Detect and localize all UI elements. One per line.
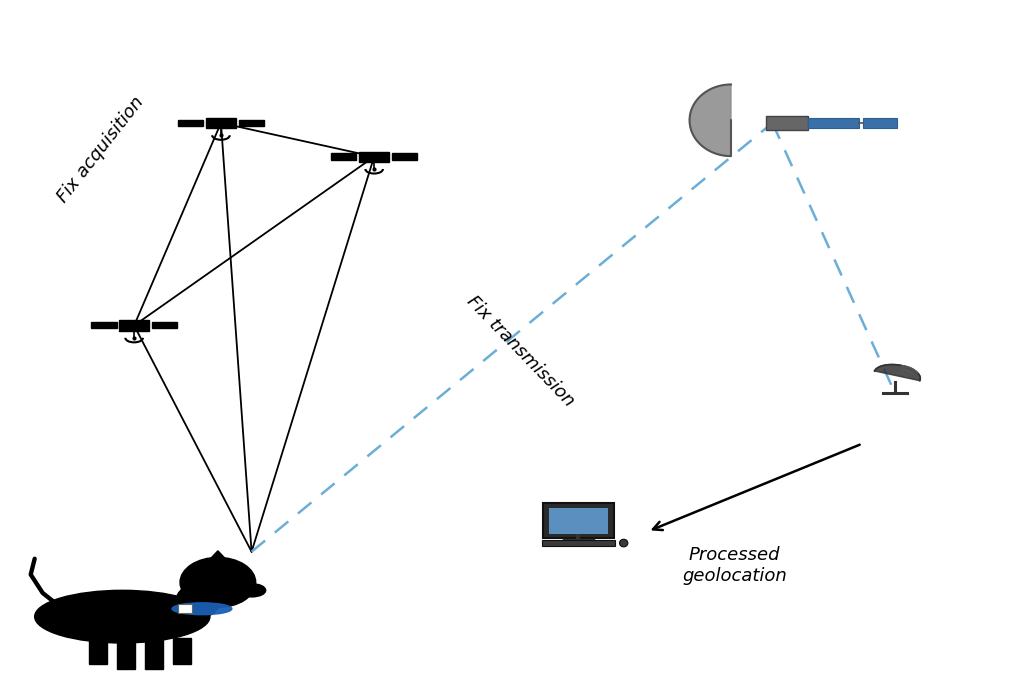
Bar bbox=[206, 118, 236, 128]
Bar bbox=[145, 640, 163, 669]
Ellipse shape bbox=[172, 603, 231, 615]
Bar bbox=[91, 322, 117, 328]
Text: Fix transmission: Fix transmission bbox=[463, 292, 578, 410]
Ellipse shape bbox=[238, 584, 265, 597]
Bar bbox=[331, 153, 356, 159]
Text: Processed
geolocation: Processed geolocation bbox=[682, 546, 787, 584]
Polygon shape bbox=[208, 551, 228, 561]
Bar bbox=[89, 638, 108, 664]
Polygon shape bbox=[874, 365, 921, 381]
Bar bbox=[543, 503, 613, 538]
Bar bbox=[392, 153, 417, 159]
Bar bbox=[863, 118, 897, 127]
Bar bbox=[118, 640, 135, 669]
Bar bbox=[542, 540, 615, 546]
Bar bbox=[178, 120, 204, 126]
Ellipse shape bbox=[176, 584, 220, 618]
Bar bbox=[808, 118, 859, 127]
Bar bbox=[152, 322, 177, 328]
Bar bbox=[766, 115, 808, 130]
Bar bbox=[120, 320, 148, 331]
Polygon shape bbox=[689, 85, 731, 156]
Bar bbox=[549, 508, 608, 534]
Bar bbox=[359, 151, 389, 162]
Bar bbox=[178, 604, 191, 614]
Ellipse shape bbox=[35, 591, 210, 643]
Text: Fix acquisition: Fix acquisition bbox=[53, 94, 147, 206]
Bar bbox=[239, 120, 264, 126]
Ellipse shape bbox=[620, 539, 628, 547]
Bar bbox=[173, 638, 191, 664]
Circle shape bbox=[180, 557, 256, 607]
